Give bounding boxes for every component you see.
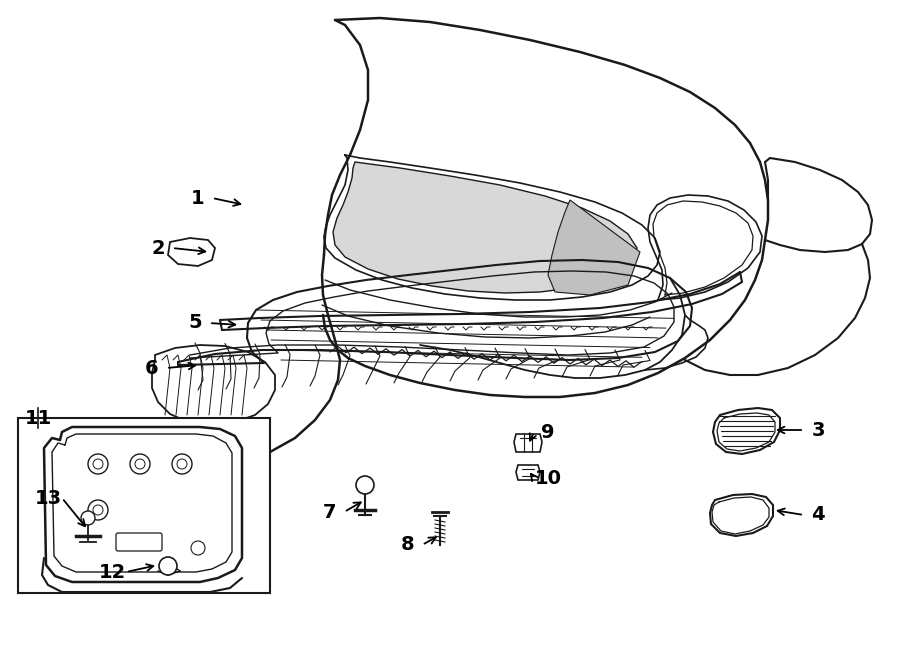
Circle shape [191,541,205,555]
Circle shape [88,500,108,520]
Polygon shape [333,162,637,293]
Text: 8: 8 [401,536,415,555]
Text: 13: 13 [34,489,61,508]
Text: 2: 2 [151,238,165,258]
Polygon shape [713,408,780,454]
Polygon shape [168,238,215,266]
Bar [18,418,270,593]
Circle shape [93,505,103,515]
Polygon shape [514,434,542,452]
Circle shape [88,454,108,474]
Text: 5: 5 [188,314,202,332]
Circle shape [93,459,103,469]
Text: 12: 12 [98,563,126,581]
Polygon shape [548,200,640,295]
Circle shape [130,454,150,474]
Text: 9: 9 [541,422,554,442]
Text: 11: 11 [24,408,51,428]
Text: 6: 6 [145,359,158,377]
Text: 1: 1 [191,189,205,207]
Circle shape [177,459,187,469]
Circle shape [135,459,145,469]
Text: 10: 10 [535,469,562,487]
Circle shape [356,476,374,494]
Polygon shape [516,465,540,480]
Text: 3: 3 [811,420,824,440]
Polygon shape [152,345,275,425]
Circle shape [81,511,95,525]
Circle shape [172,454,192,474]
FancyBboxPatch shape [116,533,162,551]
Text: 4: 4 [811,506,824,524]
Text: 7: 7 [323,502,337,522]
Circle shape [159,557,177,575]
Polygon shape [710,494,773,536]
